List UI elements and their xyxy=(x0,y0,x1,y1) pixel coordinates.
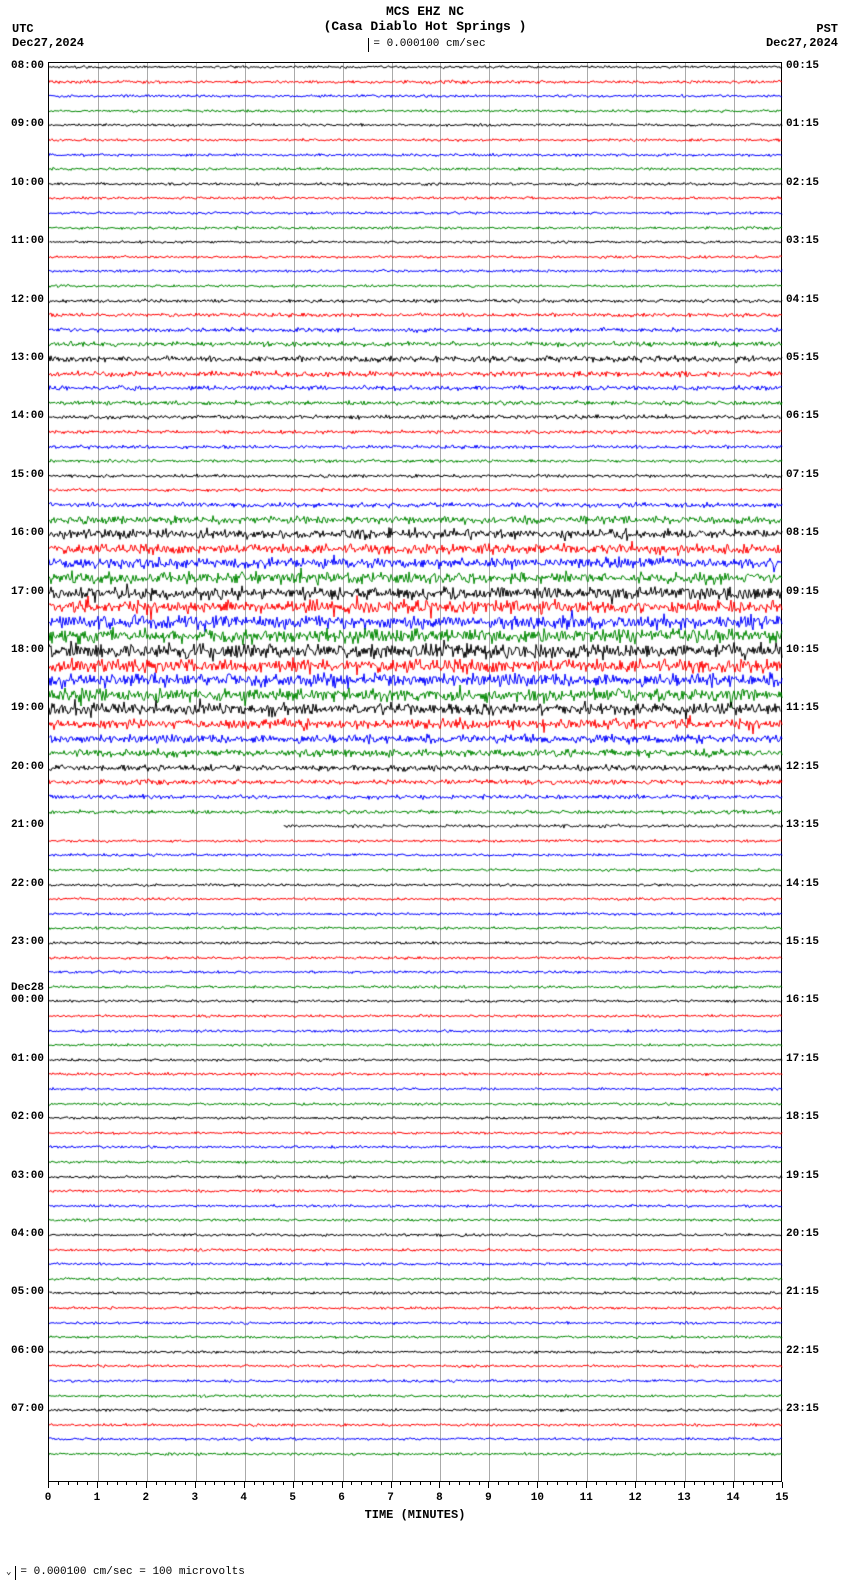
right-hour-label: 09:15 xyxy=(786,586,828,598)
left-hour-label: 23:00 xyxy=(2,936,44,948)
right-hour-label: 05:15 xyxy=(786,352,828,364)
left-hour-label: 22:00 xyxy=(2,878,44,890)
left-hour-label: 14:00 xyxy=(2,410,44,422)
right-hour-label: 17:15 xyxy=(786,1053,828,1065)
left-hour-label: 19:00 xyxy=(2,702,44,714)
left-hour-label: 18:00 xyxy=(2,644,44,656)
right-hour-label: 08:15 xyxy=(786,527,828,539)
right-hour-label: 19:15 xyxy=(786,1170,828,1182)
date-left: Dec27,2024 xyxy=(12,36,84,50)
xaxis-tick: 9 xyxy=(485,1492,492,1504)
xaxis-tick: 13 xyxy=(678,1492,691,1504)
right-hour-label: 02:15 xyxy=(786,177,828,189)
xaxis-tick: 0 xyxy=(45,1492,52,1504)
left-hour-label: 15:00 xyxy=(2,469,44,481)
right-hour-label: 04:15 xyxy=(786,294,828,306)
right-hour-label: 16:15 xyxy=(786,994,828,1006)
xaxis-tick: 1 xyxy=(94,1492,101,1504)
midnight-label: Dec28 xyxy=(2,982,44,994)
left-hour-label: 13:00 xyxy=(2,352,44,364)
xaxis-tick: 7 xyxy=(387,1492,394,1504)
right-hour-label: 11:15 xyxy=(786,702,828,714)
left-hour-label: 09:00 xyxy=(2,118,44,130)
left-hour-label: 06:00 xyxy=(2,1345,44,1357)
xaxis-tick: 14 xyxy=(726,1492,739,1504)
right-hour-label: 10:15 xyxy=(786,644,828,656)
left-hour-label: 00:00 xyxy=(2,994,44,1006)
right-hour-label: 13:15 xyxy=(786,819,828,831)
date-right: Dec27,2024 xyxy=(766,36,838,50)
left-hour-label: 05:00 xyxy=(2,1286,44,1298)
xaxis-tick: 15 xyxy=(775,1492,788,1504)
xaxis-label: TIME (MINUTES) xyxy=(48,1508,782,1522)
xaxis-tick: 11 xyxy=(580,1492,593,1504)
xaxis-tick: 10 xyxy=(531,1492,544,1504)
left-hour-label: 02:00 xyxy=(2,1111,44,1123)
xaxis-tick: 12 xyxy=(629,1492,642,1504)
right-hour-label: 01:15 xyxy=(786,118,828,130)
location-title: (Casa Diablo Hot Springs ) xyxy=(0,19,850,34)
left-hour-label: 11:00 xyxy=(2,235,44,247)
xaxis-tick: 4 xyxy=(240,1492,247,1504)
left-hour-label: 04:00 xyxy=(2,1228,44,1240)
xaxis-ticks xyxy=(48,1482,782,1492)
left-hour-label: 12:00 xyxy=(2,294,44,306)
left-hour-label: 20:00 xyxy=(2,761,44,773)
xaxis-tick: 3 xyxy=(191,1492,198,1504)
right-hour-label: 12:15 xyxy=(786,761,828,773)
footer-scale: ⌄= 0.000100 cm/sec = 100 microvolts xyxy=(6,1564,245,1578)
right-hour-label: 21:15 xyxy=(786,1286,828,1298)
right-hour-label: 00:15 xyxy=(786,60,828,72)
left-hour-label: 10:00 xyxy=(2,177,44,189)
left-hour-label: 16:00 xyxy=(2,527,44,539)
xaxis-tick: 2 xyxy=(143,1492,150,1504)
scale-line: = 0.000100 cm/sec xyxy=(0,36,850,50)
right-hour-label: 22:15 xyxy=(786,1345,828,1357)
right-hour-label: 18:15 xyxy=(786,1111,828,1123)
right-hour-label: 20:15 xyxy=(786,1228,828,1240)
xaxis-tick: 6 xyxy=(338,1492,345,1504)
left-hour-label: 17:00 xyxy=(2,586,44,598)
right-hour-label: 06:15 xyxy=(786,410,828,422)
helicorder-plot xyxy=(48,62,782,1482)
station-title: MCS EHZ NC xyxy=(0,4,850,19)
timezone-left: UTC xyxy=(12,22,34,36)
left-hour-label: 08:00 xyxy=(2,60,44,72)
right-hour-label: 14:15 xyxy=(786,878,828,890)
right-hour-label: 07:15 xyxy=(786,469,828,481)
left-hour-label: 03:00 xyxy=(2,1170,44,1182)
right-hour-label: 23:15 xyxy=(786,1403,828,1415)
xaxis-tick: 5 xyxy=(289,1492,296,1504)
left-hour-label: 01:00 xyxy=(2,1053,44,1065)
left-hour-label: 07:00 xyxy=(2,1403,44,1415)
left-hour-label: 21:00 xyxy=(2,819,44,831)
timezone-right: PST xyxy=(816,22,838,36)
right-hour-label: 03:15 xyxy=(786,235,828,247)
right-hour-label: 15:15 xyxy=(786,936,828,948)
xaxis-tick: 8 xyxy=(436,1492,443,1504)
